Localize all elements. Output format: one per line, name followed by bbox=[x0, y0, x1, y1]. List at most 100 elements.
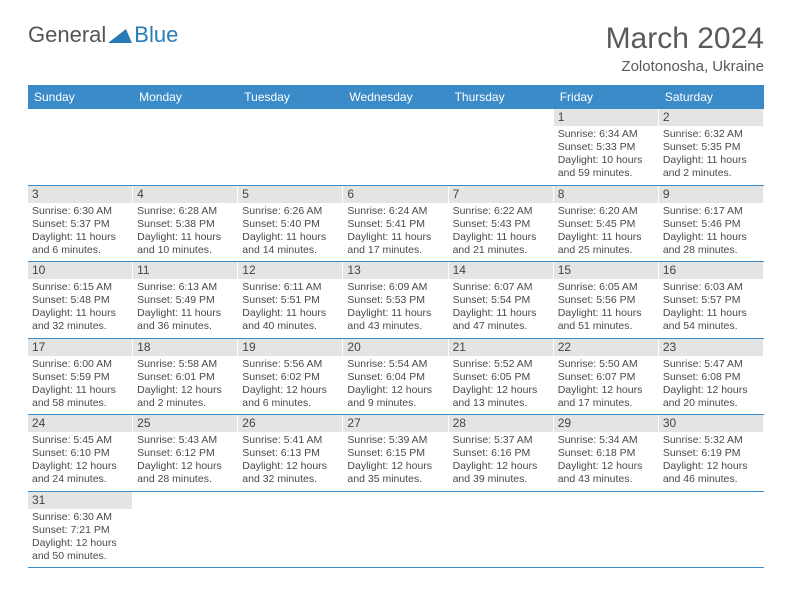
day-ss: Sunset: 5:51 PM bbox=[242, 294, 338, 307]
day-number: 25 bbox=[133, 415, 237, 432]
week-row: 24Sunrise: 5:45 AMSunset: 6:10 PMDayligh… bbox=[28, 415, 764, 492]
day-sr: Sunrise: 6:20 AM bbox=[558, 205, 654, 218]
day-empty bbox=[659, 492, 764, 568]
day-ss: Sunset: 6:16 PM bbox=[453, 447, 549, 460]
day-sr: Sunrise: 5:47 AM bbox=[663, 358, 759, 371]
day-cell: 27Sunrise: 5:39 AMSunset: 6:15 PMDayligh… bbox=[343, 415, 448, 491]
day-ss: Sunset: 5:33 PM bbox=[558, 141, 654, 154]
day-cell: 9Sunrise: 6:17 AMSunset: 5:46 PMDaylight… bbox=[659, 186, 764, 262]
day-ss: Sunset: 6:07 PM bbox=[558, 371, 654, 384]
day-d1: Daylight: 12 hours bbox=[137, 384, 233, 397]
day-sr: Sunrise: 5:50 AM bbox=[558, 358, 654, 371]
month-title: March 2024 bbox=[606, 22, 764, 56]
day-ss: Sunset: 6:19 PM bbox=[663, 447, 759, 460]
day-ss: Sunset: 5:59 PM bbox=[32, 371, 128, 384]
day-d2: and 28 minutes. bbox=[663, 244, 759, 257]
day-cell: 11Sunrise: 6:13 AMSunset: 5:49 PMDayligh… bbox=[133, 262, 238, 338]
day-empty bbox=[449, 492, 554, 568]
weeks-container: 1Sunrise: 6:34 AMSunset: 5:33 PMDaylight… bbox=[28, 109, 764, 568]
day-d1: Daylight: 11 hours bbox=[558, 307, 654, 320]
day-d2: and 2 minutes. bbox=[663, 167, 759, 180]
day-sr: Sunrise: 6:09 AM bbox=[347, 281, 443, 294]
day-cell: 14Sunrise: 6:07 AMSunset: 5:54 PMDayligh… bbox=[449, 262, 554, 338]
dow-tuesday: Tuesday bbox=[238, 85, 343, 109]
day-d2: and 14 minutes. bbox=[242, 244, 338, 257]
day-cell: 22Sunrise: 5:50 AMSunset: 6:07 PMDayligh… bbox=[554, 339, 659, 415]
day-d1: Daylight: 11 hours bbox=[453, 307, 549, 320]
dow-sunday: Sunday bbox=[28, 85, 133, 109]
day-cell: 4Sunrise: 6:28 AMSunset: 5:38 PMDaylight… bbox=[133, 186, 238, 262]
day-number: 23 bbox=[659, 339, 763, 356]
day-number: 15 bbox=[554, 262, 658, 279]
day-ss: Sunset: 6:15 PM bbox=[347, 447, 443, 460]
day-number: 16 bbox=[659, 262, 763, 279]
day-number: 2 bbox=[659, 109, 763, 126]
day-sr: Sunrise: 5:43 AM bbox=[137, 434, 233, 447]
day-ss: Sunset: 5:37 PM bbox=[32, 218, 128, 231]
day-d2: and 32 minutes. bbox=[32, 320, 128, 333]
day-d2: and 35 minutes. bbox=[347, 473, 443, 486]
day-d2: and 13 minutes. bbox=[453, 397, 549, 410]
day-number: 21 bbox=[449, 339, 553, 356]
day-sr: Sunrise: 6:11 AM bbox=[242, 281, 338, 294]
day-sr: Sunrise: 5:58 AM bbox=[137, 358, 233, 371]
day-sr: Sunrise: 6:28 AM bbox=[137, 205, 233, 218]
day-sr: Sunrise: 6:03 AM bbox=[663, 281, 759, 294]
day-ss: Sunset: 5:48 PM bbox=[32, 294, 128, 307]
dow-monday: Monday bbox=[133, 85, 238, 109]
day-d2: and 51 minutes. bbox=[558, 320, 654, 333]
day-number: 7 bbox=[449, 186, 553, 203]
day-sr: Sunrise: 6:17 AM bbox=[663, 205, 759, 218]
week-row: 17Sunrise: 6:00 AMSunset: 5:59 PMDayligh… bbox=[28, 339, 764, 416]
day-d1: Daylight: 12 hours bbox=[32, 460, 128, 473]
day-sr: Sunrise: 6:07 AM bbox=[453, 281, 549, 294]
day-sr: Sunrise: 5:41 AM bbox=[242, 434, 338, 447]
day-cell: 17Sunrise: 6:00 AMSunset: 5:59 PMDayligh… bbox=[28, 339, 133, 415]
day-number: 29 bbox=[554, 415, 658, 432]
day-cell: 18Sunrise: 5:58 AMSunset: 6:01 PMDayligh… bbox=[133, 339, 238, 415]
day-number: 6 bbox=[343, 186, 447, 203]
day-empty bbox=[343, 109, 448, 185]
title-block: March 2024 Zolotonosha, Ukraine bbox=[606, 22, 764, 75]
day-cell: 31Sunrise: 6:30 AMSunset: 7:21 PMDayligh… bbox=[28, 492, 133, 568]
day-number: 17 bbox=[28, 339, 132, 356]
day-ss: Sunset: 5:40 PM bbox=[242, 218, 338, 231]
day-d1: Daylight: 11 hours bbox=[32, 307, 128, 320]
brand-part2: Blue bbox=[134, 22, 178, 48]
day-d1: Daylight: 11 hours bbox=[663, 231, 759, 244]
day-cell: 3Sunrise: 6:30 AMSunset: 5:37 PMDaylight… bbox=[28, 186, 133, 262]
dow-friday: Friday bbox=[554, 85, 659, 109]
day-d1: Daylight: 11 hours bbox=[347, 231, 443, 244]
day-sr: Sunrise: 6:30 AM bbox=[32, 205, 128, 218]
day-sr: Sunrise: 5:32 AM bbox=[663, 434, 759, 447]
calendar: SundayMondayTuesdayWednesdayThursdayFrid… bbox=[28, 85, 764, 568]
day-d1: Daylight: 11 hours bbox=[32, 231, 128, 244]
day-ss: Sunset: 5:49 PM bbox=[137, 294, 233, 307]
day-sr: Sunrise: 6:24 AM bbox=[347, 205, 443, 218]
brand-logo: General Blue bbox=[28, 22, 178, 48]
day-number: 12 bbox=[238, 262, 342, 279]
day-sr: Sunrise: 6:30 AM bbox=[32, 511, 128, 524]
day-empty bbox=[133, 492, 238, 568]
day-ss: Sunset: 5:56 PM bbox=[558, 294, 654, 307]
day-number: 9 bbox=[659, 186, 763, 203]
day-ss: Sunset: 6:08 PM bbox=[663, 371, 759, 384]
day-d1: Daylight: 12 hours bbox=[137, 460, 233, 473]
day-d1: Daylight: 12 hours bbox=[558, 460, 654, 473]
day-d2: and 6 minutes. bbox=[32, 244, 128, 257]
day-d2: and 17 minutes. bbox=[558, 397, 654, 410]
day-sr: Sunrise: 5:52 AM bbox=[453, 358, 549, 371]
day-d2: and 17 minutes. bbox=[347, 244, 443, 257]
day-number: 13 bbox=[343, 262, 447, 279]
day-sr: Sunrise: 6:32 AM bbox=[663, 128, 759, 141]
day-cell: 24Sunrise: 5:45 AMSunset: 6:10 PMDayligh… bbox=[28, 415, 133, 491]
day-number: 31 bbox=[28, 492, 132, 509]
day-d1: Daylight: 12 hours bbox=[663, 460, 759, 473]
day-d2: and 46 minutes. bbox=[663, 473, 759, 486]
day-ss: Sunset: 6:13 PM bbox=[242, 447, 338, 460]
day-sr: Sunrise: 5:54 AM bbox=[347, 358, 443, 371]
day-number: 30 bbox=[659, 415, 763, 432]
day-d2: and 20 minutes. bbox=[663, 397, 759, 410]
day-sr: Sunrise: 5:45 AM bbox=[32, 434, 128, 447]
day-empty bbox=[238, 492, 343, 568]
